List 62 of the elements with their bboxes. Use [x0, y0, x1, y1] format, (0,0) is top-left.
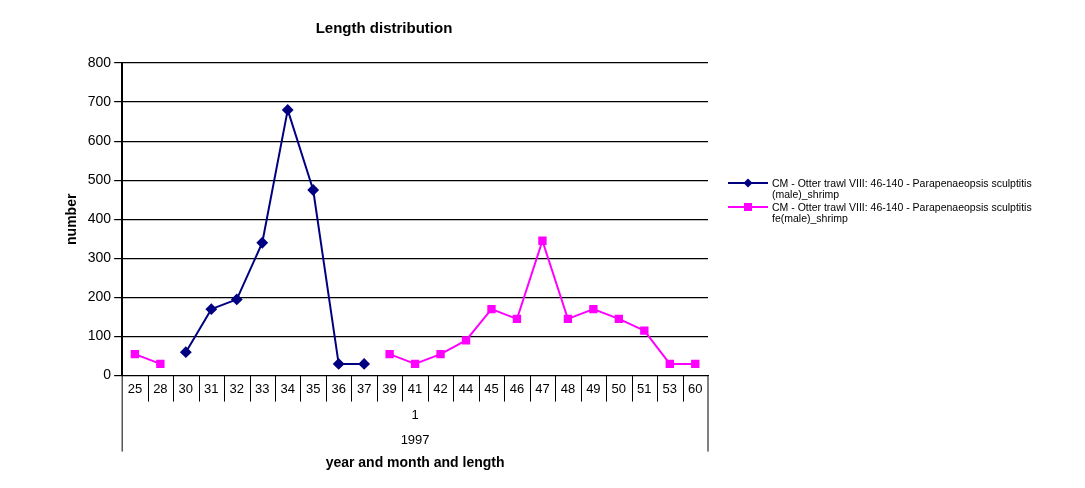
x-tick-label: 46: [509, 380, 525, 396]
y-tick-label: 300: [87, 249, 112, 266]
x-tick-label: 53: [662, 380, 678, 396]
point: [385, 349, 394, 359]
legend-label: CM - Otter trawl VIII: 46-140 - Parapenaeopsis sculptitis fe(male)_shrimp: [772, 201, 1033, 224]
point: [614, 314, 624, 324]
point: [231, 293, 243, 305]
x-tick-label: 50: [611, 380, 627, 396]
x-tick-label: 45: [484, 380, 499, 396]
point: [256, 237, 268, 249]
x-tick-label: 39: [382, 380, 397, 396]
point: [512, 314, 522, 324]
legend-label: CM - Otter trawl VIII: 46-140 - Parapenaeopsis sculptitis (male)_shrimp: [772, 177, 1033, 200]
x-tick-label: 44: [458, 380, 474, 396]
text: 1: [411, 407, 419, 423]
x-tick-label: 28: [153, 380, 168, 396]
x-tick-label: 37: [356, 380, 372, 396]
text: 1997: [400, 432, 430, 448]
point: [156, 359, 165, 369]
y-tick-label: 200: [87, 288, 112, 305]
y-tick-label: 800: [87, 53, 112, 70]
x-tick-label: 41: [407, 380, 423, 396]
y-tick-label: 500: [87, 171, 112, 188]
x-tick-label: 31: [204, 380, 219, 396]
point: [436, 349, 445, 359]
point: [640, 326, 649, 335]
point: [307, 184, 319, 196]
x-tick-label: 42: [433, 380, 448, 396]
point: [589, 304, 598, 314]
x-tick-label: 49: [586, 380, 601, 396]
point: [282, 104, 294, 116]
point: [563, 314, 573, 324]
x-tick-label: 35: [305, 380, 321, 396]
point: [358, 358, 370, 370]
y-tick-label: 400: [87, 210, 112, 227]
x-axis-title: year and month and length: [325, 454, 505, 471]
point: [130, 349, 140, 359]
x-tick-label: 47: [535, 380, 550, 396]
x-tick-label: 48: [560, 380, 576, 396]
point: [665, 359, 674, 369]
chart-title: Length distribution: [315, 19, 453, 37]
x-tick-label: 36: [331, 380, 346, 396]
point: [333, 358, 345, 370]
x-tick-label: 60: [688, 380, 703, 396]
point: [461, 336, 471, 345]
point: [487, 304, 496, 314]
point: [691, 359, 700, 369]
y-tick-label: 600: [87, 132, 112, 149]
point: [538, 236, 547, 245]
point: [410, 359, 420, 369]
y-tick-label: 100: [87, 327, 112, 344]
y-tick-label: 700: [87, 92, 112, 109]
x-tick-label: 33: [255, 380, 270, 396]
point: [205, 303, 217, 315]
x-tick-label: 51: [637, 380, 652, 396]
x-tick-label: 32: [229, 380, 245, 396]
x-tick-label: 30: [178, 380, 194, 396]
x-tick-label: 25: [127, 380, 143, 396]
x-tick-label: 34: [280, 380, 295, 396]
point: [180, 346, 192, 358]
y-axis-title: number: [63, 193, 80, 245]
y-tick-label: 0: [103, 366, 112, 383]
